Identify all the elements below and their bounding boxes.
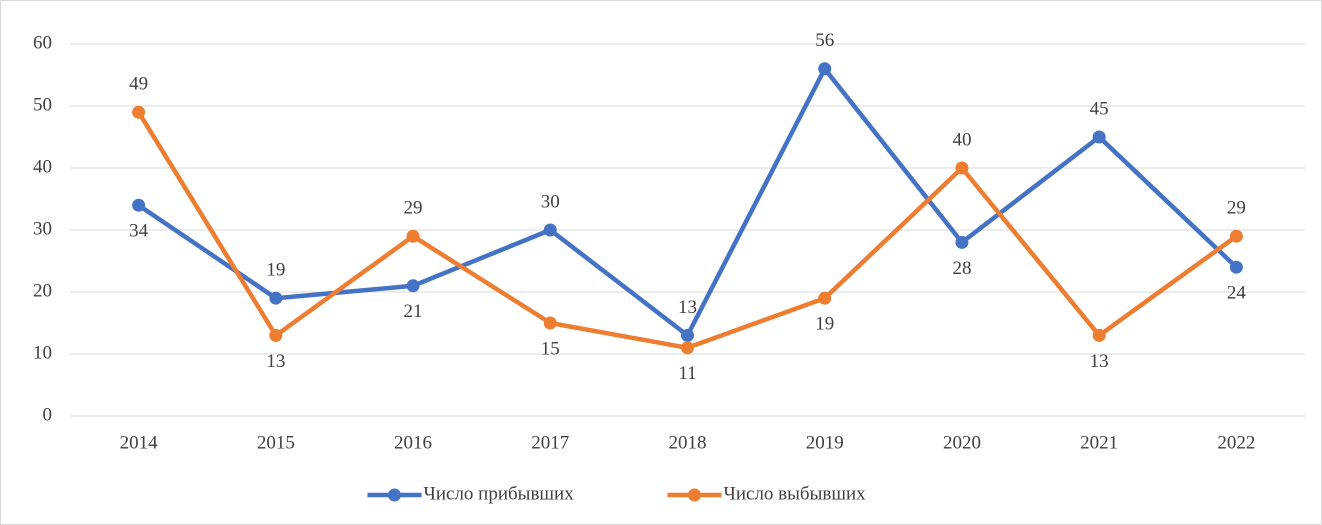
data-label: 13 — [1090, 351, 1109, 372]
legend-marker — [388, 488, 401, 502]
marker — [406, 279, 420, 293]
marker — [406, 229, 420, 243]
y-tick-label: 40 — [33, 156, 52, 177]
data-label: 28 — [952, 258, 971, 279]
data-label: 24 — [1227, 283, 1247, 304]
x-tick-label: 2019 — [806, 432, 844, 453]
x-tick-label: 2021 — [1080, 432, 1118, 453]
data-label: 29 — [1227, 198, 1246, 219]
data-label: 19 — [266, 260, 285, 281]
y-tick-label: 20 — [33, 280, 52, 301]
marker — [543, 223, 557, 237]
y-tick-label: 50 — [33, 94, 52, 115]
legend-label: Число выбывших — [724, 483, 867, 504]
marker — [955, 235, 969, 249]
marker — [818, 62, 832, 76]
data-label: 13 — [266, 351, 285, 372]
data-label: 56 — [815, 30, 834, 51]
marker — [955, 161, 969, 175]
data-label: 15 — [541, 338, 560, 359]
marker — [1229, 260, 1243, 274]
data-label: 40 — [952, 129, 971, 150]
marker — [1092, 328, 1106, 342]
marker — [132, 105, 146, 119]
x-tick-label: 2020 — [943, 432, 981, 453]
data-label: 11 — [678, 363, 696, 384]
y-tick-label: 10 — [33, 342, 52, 363]
legend-marker — [688, 488, 701, 502]
x-tick-label: 2022 — [1217, 432, 1255, 453]
marker — [269, 291, 283, 305]
marker — [681, 341, 694, 355]
marker — [269, 328, 283, 342]
marker — [681, 328, 694, 342]
y-tick-label: 30 — [33, 218, 52, 239]
x-tick-label: 2014 — [120, 432, 159, 453]
x-tick-label: 2018 — [669, 432, 707, 453]
marker — [132, 198, 146, 212]
data-label: 45 — [1090, 98, 1109, 119]
data-label: 29 — [404, 198, 423, 219]
y-tick-label: 0 — [43, 404, 53, 425]
legend-label: Число прибывших — [424, 483, 575, 504]
marker — [1092, 130, 1106, 144]
data-label: 13 — [678, 297, 697, 318]
marker — [818, 291, 832, 305]
data-label: 19 — [815, 314, 834, 335]
marker — [1229, 229, 1243, 243]
x-tick-label: 2015 — [257, 432, 295, 453]
marker — [543, 316, 557, 330]
data-label: 34 — [129, 221, 149, 242]
x-tick-label: 2017 — [531, 432, 569, 453]
x-tick-label: 2016 — [394, 432, 432, 453]
data-label: 49 — [129, 74, 148, 95]
data-label: 21 — [404, 301, 423, 322]
data-label: 30 — [541, 191, 560, 212]
y-tick-label: 60 — [33, 32, 52, 53]
